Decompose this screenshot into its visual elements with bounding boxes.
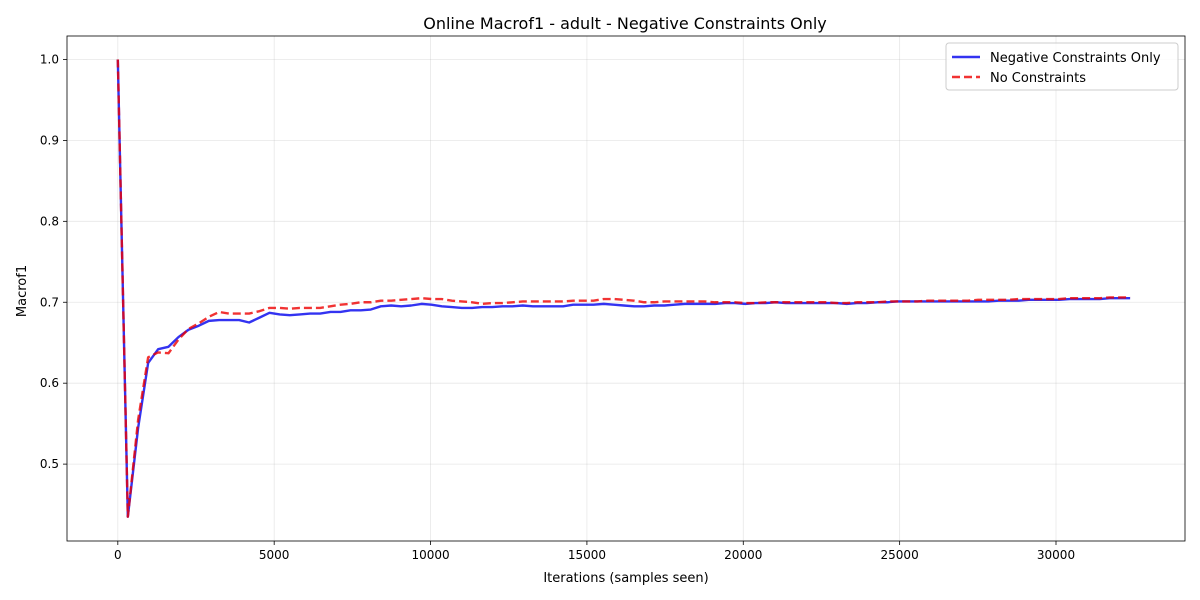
- series-line-no-constraints: [116, 59, 1131, 518]
- legend-label-no-constraints: No Constraints: [990, 71, 1086, 86]
- x-tick-label: 15000: [568, 548, 606, 562]
- x-tick-label: 25000: [881, 548, 919, 562]
- y-tick-label: 0.5: [40, 457, 59, 471]
- y-axis-label: Macrof1: [15, 265, 30, 317]
- y-tick-label: 1.0: [40, 52, 59, 66]
- series-layer: [116, 59, 1131, 518]
- y-tick-label: 0.9: [40, 133, 59, 147]
- y-tick-label: 0.8: [40, 214, 59, 228]
- chart-title: Online Macrof1 - adult - Negative Constr…: [423, 14, 827, 33]
- y-axis: 0.5 0.6 0.7 0.8 0.9 1.0: [40, 52, 67, 471]
- legend: Negative Constraints Only No Constraints: [945, 42, 1179, 91]
- y-tick-label: 0.6: [40, 376, 59, 390]
- legend-box: [945, 42, 1179, 91]
- x-axis-label: Iterations (samples seen): [543, 571, 708, 586]
- x-tick-label: 30000: [1037, 548, 1075, 562]
- plot-frame: [66, 35, 1186, 542]
- grid: [67, 36, 1185, 541]
- series-line-negative-constraints: [116, 59, 1131, 518]
- x-tick-label: 20000: [724, 548, 762, 562]
- x-tick-label: 5000: [259, 548, 290, 562]
- y-tick-label: 0.7: [40, 295, 59, 309]
- x-tick-label: 10000: [411, 548, 449, 562]
- x-tick-label: 0: [114, 548, 122, 562]
- legend-label-negative-constraints: Negative Constraints Only: [990, 51, 1161, 66]
- x-axis: 0 5000 10000 15000 20000 25000 30000: [114, 541, 1075, 562]
